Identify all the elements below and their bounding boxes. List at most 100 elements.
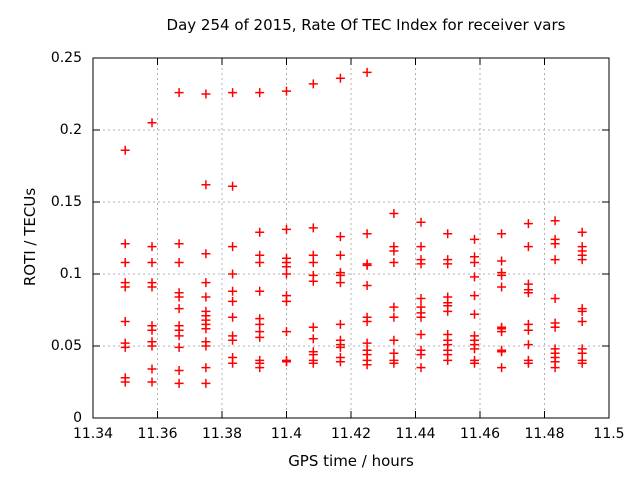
data-point-marker <box>228 181 238 191</box>
data-point-marker <box>147 341 157 351</box>
x-tick-label: 11.34 <box>72 426 114 442</box>
data-point-marker <box>577 306 587 316</box>
data-point-marker <box>389 312 399 322</box>
data-point-marker <box>470 309 479 319</box>
data-point-marker <box>470 358 479 368</box>
x-tick-label: 11.36 <box>137 426 178 442</box>
data-point-marker <box>174 366 184 375</box>
chart-title: Day 254 of 2015, Rate Of TEC Index for r… <box>166 16 566 34</box>
data-point-marker <box>174 239 184 249</box>
data-point-marker <box>228 286 238 296</box>
data-point-marker <box>362 360 372 370</box>
data-point-marker <box>228 335 238 345</box>
data-point-marker <box>523 219 533 229</box>
data-point-marker <box>201 363 211 373</box>
data-point-marker <box>174 342 184 352</box>
data-point-marker <box>201 249 211 259</box>
data-point-marker <box>362 317 372 326</box>
x-tick-label: 11.5 <box>593 426 625 442</box>
y-tick-label: 0.2 <box>59 122 82 138</box>
data-point-marker <box>443 229 453 239</box>
data-point-marker <box>147 242 157 252</box>
data-point-marker <box>228 88 238 98</box>
data-point-marker <box>174 292 184 302</box>
data-point-marker <box>308 322 318 332</box>
data-point-marker <box>577 227 587 237</box>
data-point-marker <box>362 67 372 77</box>
data-point-marker <box>282 224 291 234</box>
data-point-marker <box>497 282 507 292</box>
data-point-marker <box>389 258 399 267</box>
data-point-marker <box>120 282 130 292</box>
data-point-marker <box>335 342 345 352</box>
data-point-marker <box>497 256 507 266</box>
data-point-marker <box>416 350 426 360</box>
data-point-marker <box>470 234 479 244</box>
data-point-marker <box>120 342 130 352</box>
x-tick-label: 11.42 <box>330 426 372 442</box>
data-point-marker <box>497 347 507 357</box>
data-point-marker <box>550 294 560 303</box>
data-point-marker <box>255 363 265 373</box>
data-point-marker <box>282 269 291 279</box>
data-point-marker <box>335 278 345 288</box>
x-tick-label: 11.44 <box>395 426 436 442</box>
data-point-marker <box>497 270 507 280</box>
y-tick-label: 0.05 <box>50 338 82 354</box>
data-point-marker <box>120 317 130 326</box>
data-point-marker <box>308 334 318 344</box>
data-point-marker <box>147 377 157 387</box>
data-point-marker <box>416 363 426 373</box>
data-point-marker <box>308 358 318 368</box>
data-point-marker <box>201 292 211 302</box>
y-tick-label: 0.25 <box>50 50 82 66</box>
x-tick-label: 11.48 <box>524 426 565 442</box>
data-point-marker <box>282 296 291 306</box>
data-point-marker <box>497 327 507 337</box>
data-point-marker <box>335 73 345 83</box>
data-point-marker <box>308 276 318 286</box>
data-point-marker <box>308 223 318 233</box>
data-point-marker <box>389 302 399 312</box>
data-point-marker <box>282 357 291 367</box>
x-tick-label: 11.4 <box>270 426 303 442</box>
data-point-marker <box>577 317 587 326</box>
data-point-marker <box>523 242 533 252</box>
data-point-marker <box>147 282 157 292</box>
data-point-marker <box>416 312 426 322</box>
data-point-marker <box>550 255 560 265</box>
data-point-marker <box>523 358 533 368</box>
data-point-marker <box>147 325 157 335</box>
data-point-marker <box>550 322 560 332</box>
data-point-marker <box>443 259 453 269</box>
data-point-marker <box>389 358 399 368</box>
data-point-marker <box>120 258 130 267</box>
data-point-marker <box>416 294 426 303</box>
data-point-marker <box>147 258 157 267</box>
data-point-marker <box>201 278 211 288</box>
data-point-marker <box>174 304 184 314</box>
data-point-marker <box>497 229 507 239</box>
data-point-marker <box>550 239 560 249</box>
data-point-marker <box>201 89 211 99</box>
data-point-marker <box>201 180 211 190</box>
x-axis-label: GPS time / hours <box>288 452 414 470</box>
data-point-marker <box>362 229 372 239</box>
data-point-marker <box>228 296 238 306</box>
data-point-marker <box>362 281 372 290</box>
data-point-marker <box>255 286 265 296</box>
data-point-marker <box>470 291 479 301</box>
plot-frame <box>92 57 610 419</box>
data-point-marker <box>308 258 318 267</box>
data-point-marker <box>120 145 130 155</box>
data-point-marker <box>335 357 345 367</box>
data-point-marker <box>416 259 426 269</box>
data-point-marker <box>577 358 587 368</box>
data-point-marker <box>174 258 184 267</box>
data-point-marker <box>147 118 157 128</box>
y-tick-label: 0.1 <box>59 266 82 282</box>
y-tick-label: 0 <box>73 410 82 426</box>
data-point-marker <box>255 258 265 267</box>
